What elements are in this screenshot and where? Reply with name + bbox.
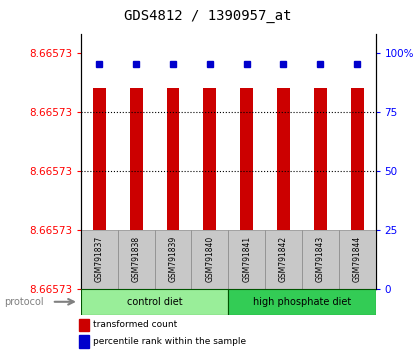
- Bar: [302, 229, 339, 289]
- Bar: [155, 229, 191, 289]
- Text: GSM791838: GSM791838: [132, 236, 141, 282]
- Bar: [240, 88, 253, 229]
- Bar: [118, 229, 155, 289]
- Bar: [93, 88, 106, 229]
- Text: GSM791844: GSM791844: [353, 236, 361, 282]
- Text: GDS4812 / 1390957_at: GDS4812 / 1390957_at: [124, 9, 291, 23]
- Text: transformed count: transformed count: [93, 320, 178, 330]
- Bar: [79, 335, 89, 348]
- Bar: [79, 319, 89, 331]
- Bar: [228, 289, 376, 315]
- Bar: [265, 229, 302, 289]
- Text: GSM791843: GSM791843: [316, 236, 325, 282]
- Bar: [81, 289, 228, 315]
- Bar: [277, 88, 290, 229]
- Text: GSM791837: GSM791837: [95, 236, 104, 282]
- Bar: [191, 229, 228, 289]
- Bar: [130, 88, 143, 229]
- Bar: [351, 88, 364, 229]
- Text: GSM791841: GSM791841: [242, 236, 251, 282]
- Bar: [339, 229, 376, 289]
- Text: percentile rank within the sample: percentile rank within the sample: [93, 337, 247, 346]
- Bar: [203, 88, 216, 229]
- Text: high phosphate diet: high phosphate diet: [253, 297, 351, 307]
- Text: GSM791840: GSM791840: [205, 236, 214, 282]
- Bar: [228, 229, 265, 289]
- Bar: [314, 88, 327, 229]
- Text: GSM791839: GSM791839: [168, 236, 178, 282]
- Text: protocol: protocol: [4, 297, 44, 307]
- Bar: [81, 229, 118, 289]
- Text: control diet: control diet: [127, 297, 183, 307]
- Text: GSM791842: GSM791842: [279, 236, 288, 282]
- Bar: [166, 88, 179, 229]
